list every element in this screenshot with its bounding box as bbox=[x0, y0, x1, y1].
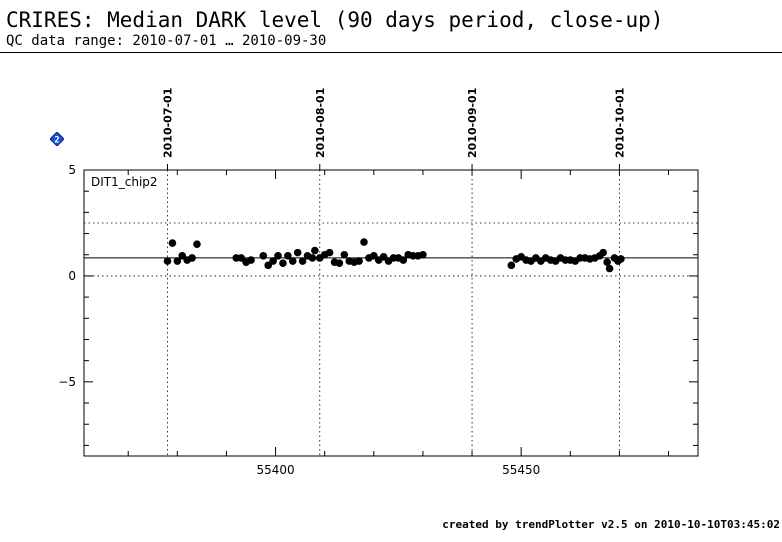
data-point bbox=[325, 248, 334, 257]
data-point bbox=[308, 254, 317, 262]
chart-title: CRIRES: Median DARK level (90 days perio… bbox=[6, 8, 664, 32]
badge-diamond bbox=[50, 132, 64, 146]
axis-ticks: 55400 55450 5 0 −5 bbox=[58, 163, 698, 477]
panel-label: DIT1_chip2 bbox=[91, 175, 158, 189]
data-point bbox=[288, 257, 297, 265]
data-point bbox=[603, 258, 611, 266]
data-point bbox=[264, 261, 273, 270]
data-point bbox=[163, 257, 172, 265]
date-marker-label: 2010-07-01 bbox=[162, 88, 175, 158]
data-point bbox=[193, 240, 201, 248]
data-point bbox=[173, 257, 182, 265]
data-point bbox=[188, 254, 196, 262]
data-point bbox=[284, 252, 292, 260]
data-point bbox=[269, 257, 277, 265]
data-point bbox=[379, 253, 388, 261]
data-point bbox=[335, 259, 344, 268]
data-point bbox=[340, 250, 349, 259]
data-point bbox=[399, 256, 408, 264]
data-point bbox=[617, 255, 625, 263]
data-point bbox=[298, 257, 307, 265]
y-tick-label: 0 bbox=[68, 269, 76, 283]
date-marker-label: 2010-10-01 bbox=[613, 88, 626, 158]
data-point bbox=[274, 252, 282, 260]
data-point bbox=[293, 248, 302, 257]
data-point bbox=[599, 248, 607, 257]
data-point bbox=[605, 264, 614, 273]
x-tick-label: 55450 bbox=[502, 463, 540, 477]
data-point bbox=[259, 252, 268, 260]
date-marker-label: 2010-09-01 bbox=[466, 88, 479, 158]
badge-icon[interactable]: 2 bbox=[50, 132, 64, 146]
x-tick-label: 55400 bbox=[256, 463, 294, 477]
data-point bbox=[279, 259, 287, 268]
data-point bbox=[355, 257, 363, 265]
badge-label: 2 bbox=[54, 136, 59, 146]
data-point bbox=[168, 239, 177, 247]
y-tick-label: 5 bbox=[68, 163, 76, 177]
data-range-subtitle: QC data range: 2010-07-01 … 2010-09-30 bbox=[6, 33, 327, 49]
date-markers: 2010-07-01 2010-08-01 2010-09-01 2010-10-01 bbox=[162, 88, 626, 456]
data-point bbox=[178, 252, 187, 260]
data-points bbox=[163, 238, 625, 273]
data-point bbox=[247, 256, 255, 264]
footer-credit: created by trendPlotter v2.5 on 2010-10-… bbox=[442, 518, 780, 531]
data-point bbox=[370, 252, 378, 260]
date-marker-label: 2010-08-01 bbox=[314, 88, 327, 158]
data-point bbox=[237, 254, 245, 262]
header-divider bbox=[0, 52, 782, 53]
plot-frame bbox=[83, 169, 699, 457]
data-point bbox=[507, 261, 516, 270]
data-point bbox=[419, 250, 427, 259]
y-tick-label: −5 bbox=[58, 375, 76, 389]
data-point bbox=[311, 246, 319, 255]
data-point bbox=[360, 238, 368, 246]
